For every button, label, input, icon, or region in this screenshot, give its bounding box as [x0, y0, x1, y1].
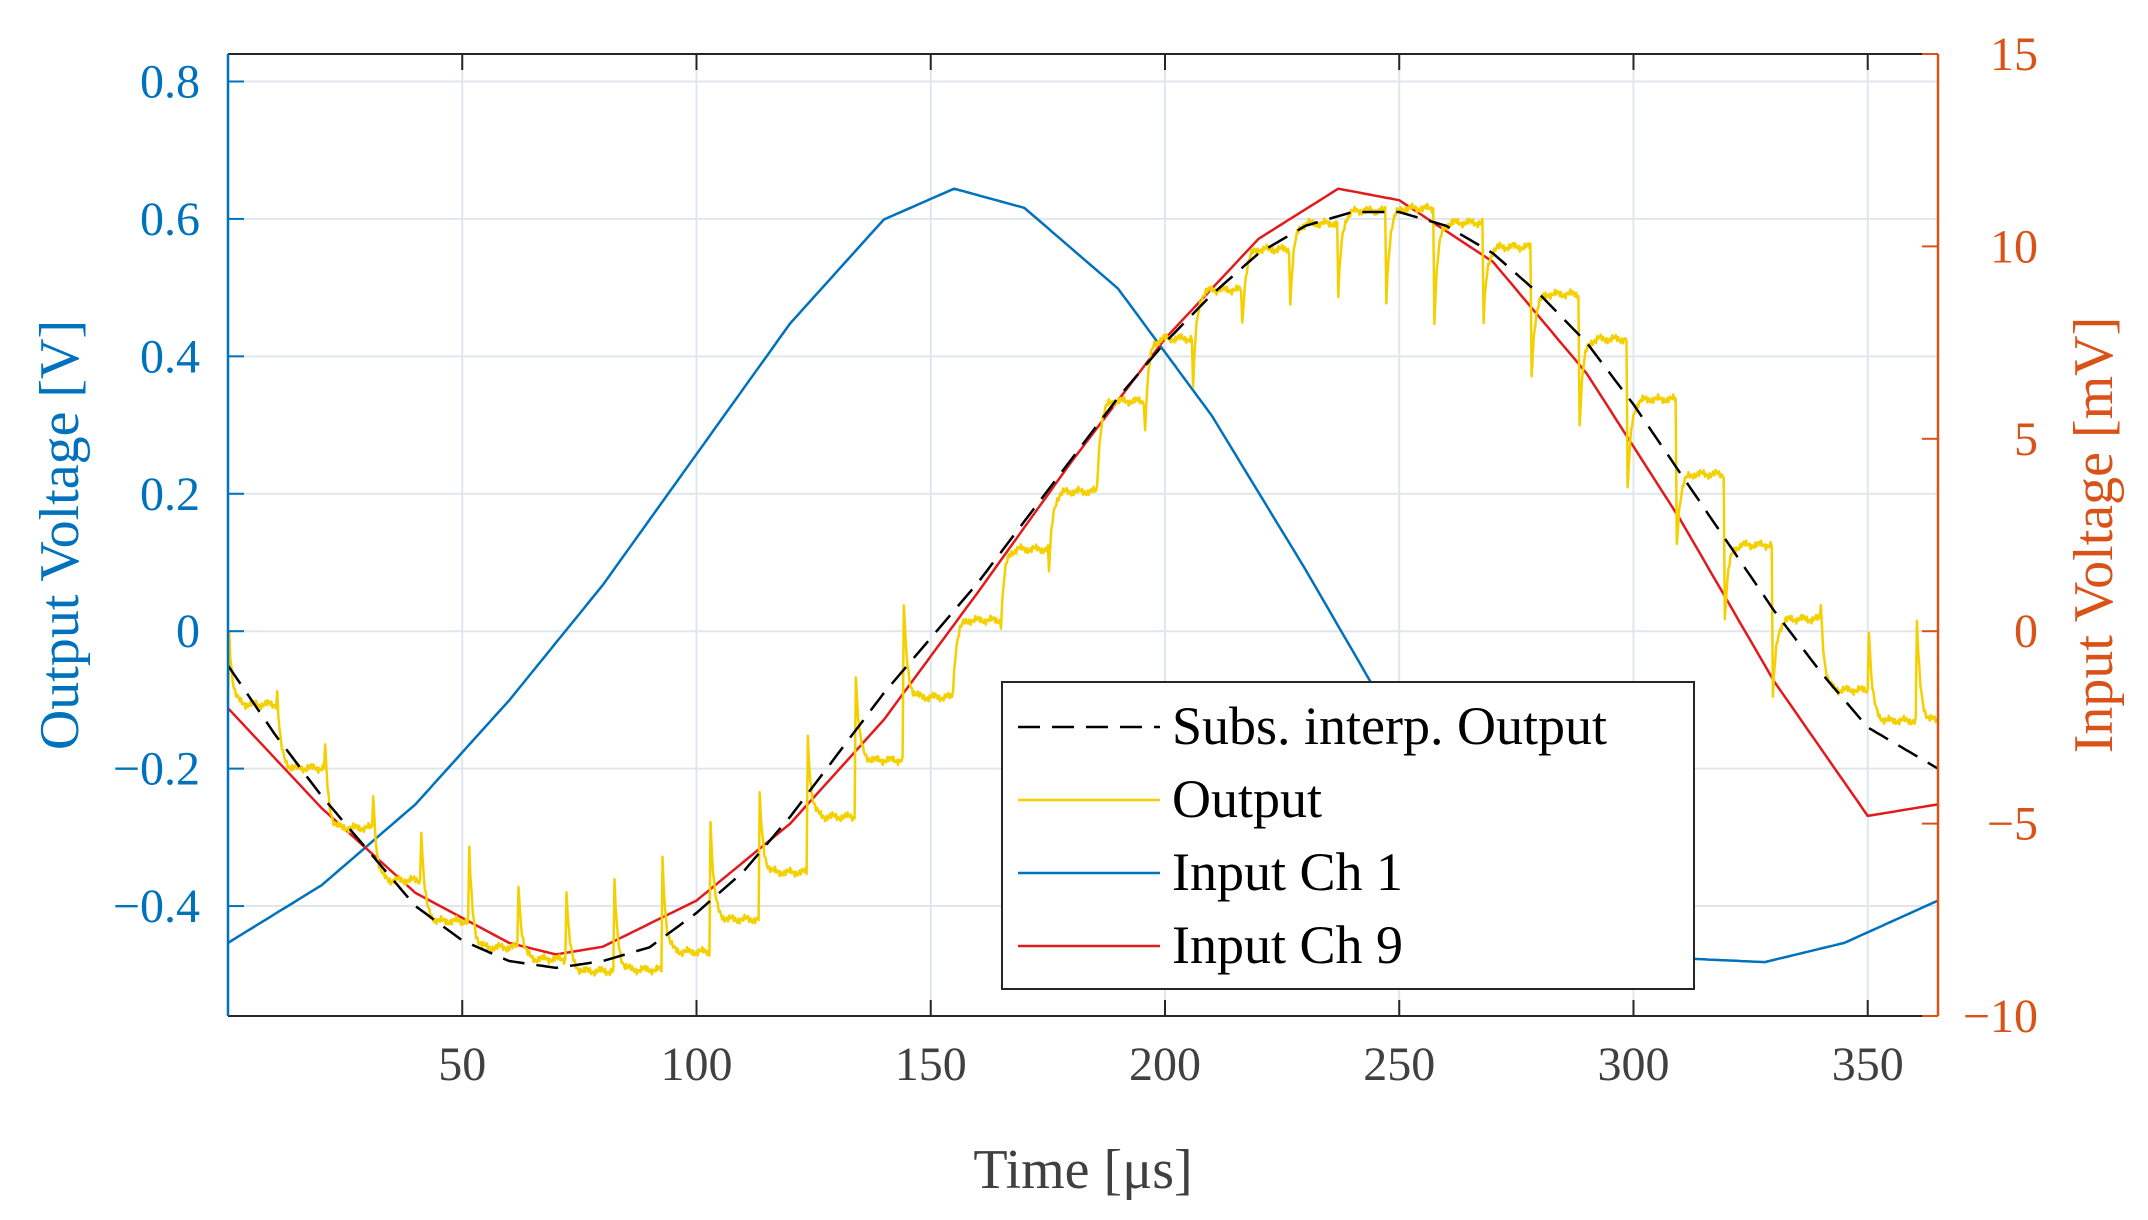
left-y-tick-label: −0.2 — [113, 743, 200, 796]
left-y-axis-title: Output Voltage [V] — [29, 320, 91, 750]
plot-series — [226, 187, 1940, 977]
x-tick-label: 250 — [1363, 1038, 1435, 1091]
right-y-tick-label: −5 — [1987, 798, 2038, 851]
right-y-tick-label: 5 — [2014, 413, 2038, 466]
left-y-tick-label: 0 — [176, 605, 200, 658]
legend-label-input-ch9: Input Ch 9 — [1172, 915, 1403, 975]
series-line-output — [226, 202, 1940, 977]
right-y-tick-label: 15 — [1990, 28, 2038, 81]
left-y-tick-label: −0.4 — [113, 880, 200, 933]
x-tick-label: 50 — [438, 1038, 486, 1091]
legend-label-input-ch1: Input Ch 1 — [1172, 842, 1403, 902]
x-tick-label: 350 — [1832, 1038, 1904, 1091]
left-y-tick-label: 0.6 — [140, 193, 200, 246]
x-tick-label: 100 — [660, 1038, 732, 1091]
left-y-axis-ticks: 0.8 0.6 0.4 0.2 0 −0.2 −0.4 — [113, 55, 244, 933]
legend: Subs. interp. Output Output Input Ch 1 I… — [1001, 681, 1695, 990]
right-y-tick-label: −10 — [1963, 990, 2038, 1043]
right-y-tick-label: 0 — [2014, 605, 2038, 658]
left-y-tick-label: 0.8 — [140, 55, 200, 108]
right-y-axis-title: Input Voltage [mV] — [2063, 317, 2125, 754]
legend-label-output: Output — [1172, 769, 1322, 829]
left-y-tick-label: 0.2 — [140, 468, 200, 521]
plot-frame — [226, 53, 1940, 1017]
x-axis-ticks: 50 100 150 200 250 300 350 — [438, 54, 1904, 1091]
right-y-axis-ticks: 15 10 5 0 −5 −10 — [1922, 28, 2038, 1043]
x-axis-title: Time [μs] — [973, 1139, 1192, 1201]
legend-label-subs-interp-output: Subs. interp. Output — [1172, 696, 1607, 756]
series-line-subs-interp-output — [226, 210, 1939, 970]
right-y-tick-label: 10 — [1990, 220, 2038, 273]
x-tick-label: 150 — [895, 1038, 967, 1091]
legend-box — [1001, 681, 1695, 990]
left-y-tick-label: 0.4 — [140, 330, 200, 383]
x-tick-label: 300 — [1597, 1038, 1669, 1091]
x-tick-label: 200 — [1129, 1038, 1201, 1091]
